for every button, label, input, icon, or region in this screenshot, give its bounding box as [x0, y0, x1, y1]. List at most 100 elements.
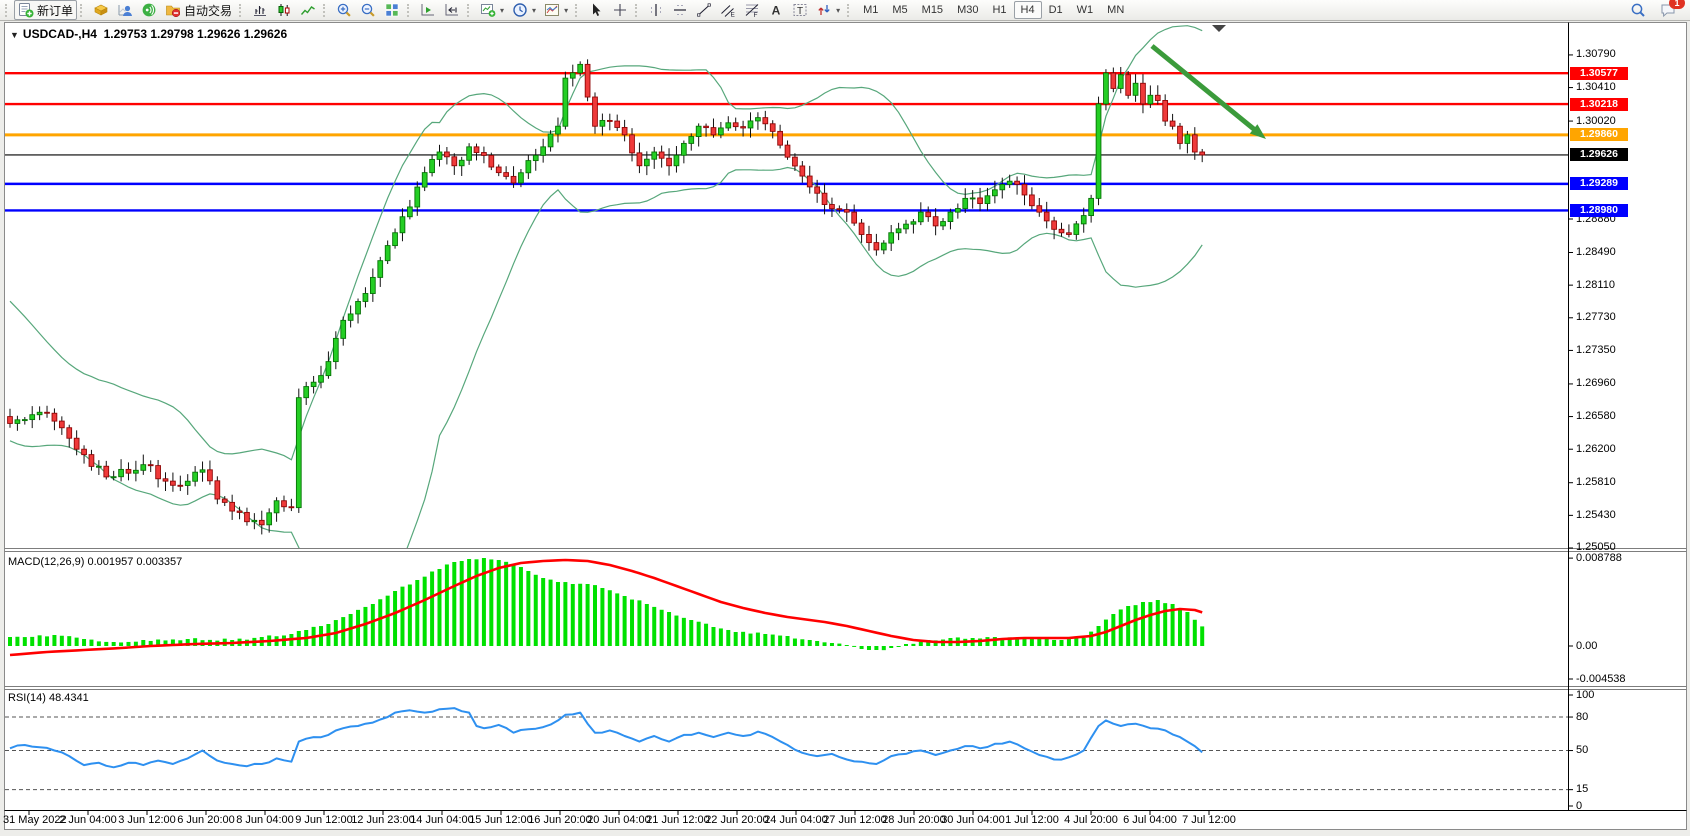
bar-chart-icon — [254, 6, 267, 16]
auto-scroll-button[interactable] — [416, 0, 440, 20]
new-order-icon — [19, 3, 34, 18]
rsi-panel[interactable] — [9, 707, 1203, 769]
timeframe-M1-button[interactable]: M1 — [863, 4, 879, 16]
bar-chart-button[interactable] — [248, 0, 272, 20]
toolbar-group — [404, 0, 464, 21]
line-chart-button[interactable] — [296, 0, 320, 20]
toolbar-group: ▾ ▾ ▾ — [464, 0, 572, 21]
user-chart-icon — [118, 5, 133, 16]
candles-group — [7, 59, 1206, 535]
new-chart-icon — [481, 4, 496, 17]
date-tick-label: 4 Jul 20:00 — [1064, 814, 1118, 826]
toolbar-grip[interactable] — [239, 3, 244, 17]
signals-button[interactable] — [137, 0, 161, 20]
text-a-icon: A — [772, 4, 781, 18]
history-data-button[interactable] — [89, 0, 113, 20]
tile-windows-button[interactable] — [380, 0, 404, 20]
date-tick-label: 1 Jul 12:00 — [1005, 814, 1059, 826]
timeframe-M5-button[interactable]: M5 — [892, 4, 908, 16]
toolbar-group — [320, 0, 404, 21]
toolbar-group: 新订单 — [2, 0, 78, 21]
svg-text:A: A — [772, 4, 781, 18]
bollinger-upper-band — [9, 25, 1203, 461]
timeframe-W1-button[interactable]: W1 — [1076, 4, 1094, 16]
zoom-out-button[interactable] — [356, 0, 380, 20]
price-tick-label: 1.26580 — [1576, 410, 1616, 423]
arrow-objects-icon — [818, 5, 830, 15]
text-t-icon: T — [793, 4, 807, 17]
trend-arrow-annotation[interactable] — [1150, 44, 1261, 136]
candlestick-icon — [278, 4, 290, 16]
toolbar-grip[interactable] — [323, 3, 328, 17]
chat-button[interactable]: 1 — [1656, 0, 1685, 20]
date-tick-label: 2 Jun 04:00 — [59, 814, 117, 826]
toolbar-grip[interactable] — [5, 3, 10, 17]
date-tick-label: 3 Jun 12:00 — [118, 814, 176, 826]
horizontal-line-button[interactable] — [668, 0, 692, 20]
toolbar-grip[interactable] — [847, 3, 852, 17]
new-order-button[interactable]: 新订单 — [14, 0, 78, 20]
chart-ohlc-quote: 1.29753 1.29798 1.29626 1.29626 — [103, 27, 288, 41]
toolbar-grip[interactable] — [635, 3, 640, 17]
auto-trading-button[interactable]: 自动交易 — [161, 0, 236, 20]
zoom-in-button[interactable] — [332, 0, 356, 20]
toolbar-grip[interactable] — [467, 3, 472, 17]
date-tick-label: 6 Jun 20:00 — [177, 814, 235, 826]
zoom-out-icon — [361, 3, 375, 17]
price-tick-label: 1.25430 — [1576, 508, 1616, 521]
gold-cube-icon — [94, 4, 108, 16]
candlestick-chart-button[interactable] — [272, 0, 296, 20]
timeframe-M30-button[interactable]: M30 — [957, 4, 979, 16]
zoom-in-icon — [337, 3, 351, 17]
toolbar-grip[interactable] — [80, 3, 85, 17]
dropdown-caret-icon[interactable]: ▾ — [836, 5, 841, 15]
toolbar-grip[interactable] — [575, 3, 580, 17]
broadcast-icon — [142, 3, 156, 17]
arrow-objects-button[interactable]: ▾ — [812, 0, 844, 20]
macd-axis-label: 0.008788 — [1576, 551, 1622, 564]
channel-button[interactable]: E — [716, 0, 740, 20]
price-tick-label: 1.27730 — [1576, 311, 1616, 324]
new-chart-button[interactable]: ▾ — [476, 0, 508, 20]
date-tick-label: 7 Jul 12:00 — [1182, 814, 1236, 826]
price-tick-label: 1.27350 — [1576, 343, 1616, 356]
macd-panel[interactable] — [8, 558, 1205, 657]
toolbar-group — [572, 0, 632, 21]
rsi-indicator-label: RSI(14) 48.4341 — [8, 692, 89, 704]
text-label-button[interactable]: T — [788, 0, 812, 20]
new-order-button-label: 新订单 — [37, 3, 74, 18]
search-button[interactable] — [1626, 0, 1650, 20]
bollinger-lower-band — [9, 166, 1203, 548]
date-tick-label: 6 Jul 04:00 — [1123, 814, 1177, 826]
crosshair-button[interactable] — [608, 0, 632, 20]
date-tick-label: 27 Jun 12:00 — [823, 814, 887, 826]
date-tick-label: 20 Jun 04:00 — [587, 814, 651, 826]
price-panel[interactable] — [5, 25, 1568, 604]
dropdown-caret-icon[interactable]: ▾ — [500, 5, 505, 15]
search-icon — [1631, 3, 1645, 17]
profiles-button[interactable] — [113, 0, 137, 20]
cursor-button[interactable] — [584, 0, 608, 20]
timeframe-H4-button[interactable]: H4 — [1013, 1, 1042, 19]
trendline-button[interactable] — [692, 0, 716, 20]
timeframe-D1-button[interactable]: D1 — [1048, 4, 1063, 16]
period-button[interactable]: ▾ — [508, 0, 540, 20]
chart-shift-button[interactable] — [440, 0, 464, 20]
dropdown-caret-icon[interactable]: ▾ — [532, 5, 537, 15]
toolbar-grip[interactable] — [407, 3, 412, 17]
timeframe-MN-button[interactable]: MN — [1107, 4, 1125, 16]
chart-title[interactable]: ▼ USDCAD-,H4 1.29753 1.29798 1.29626 1.29… — [10, 27, 287, 41]
macd-axis-label: -0.004538 — [1576, 672, 1626, 685]
timeframe-H1-button[interactable]: H1 — [992, 4, 1007, 16]
vertical-line-button[interactable] — [644, 0, 668, 20]
fibonacci-button[interactable]: F — [740, 0, 764, 20]
svg-text:F: F — [754, 12, 758, 18]
text-button[interactable]: A — [764, 0, 788, 20]
rsi-level-label: 100 — [1576, 688, 1595, 701]
chart-collapse-icon[interactable]: ▼ — [10, 30, 19, 40]
template-button[interactable]: ▾ — [540, 0, 572, 20]
timeframe-M15-button[interactable]: M15 — [921, 4, 944, 16]
chart-shift-marker[interactable] — [1212, 25, 1226, 32]
dropdown-caret-icon[interactable]: ▾ — [564, 5, 569, 15]
